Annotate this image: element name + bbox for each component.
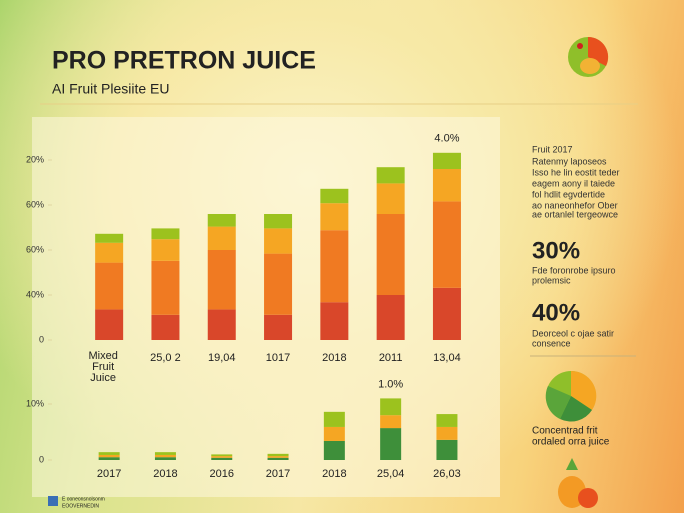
y-tick-label: 10% bbox=[26, 398, 44, 408]
bar-segment bbox=[151, 260, 180, 315]
bar-segment bbox=[380, 398, 402, 416]
bar-segment bbox=[323, 426, 345, 441]
bar-segment bbox=[207, 309, 236, 340]
pie-caption: Concentrad frit bbox=[532, 426, 598, 437]
fruit-icon bbox=[558, 458, 598, 508]
bar-segment bbox=[98, 457, 120, 460]
bar-segment bbox=[323, 411, 345, 427]
side-line: ae ortanlel tergeowce bbox=[532, 209, 618, 219]
bar-segment bbox=[95, 233, 124, 243]
bar-segment bbox=[264, 214, 293, 229]
bar-segment bbox=[323, 440, 345, 460]
bar-segment bbox=[154, 454, 176, 458]
bar-segment bbox=[432, 201, 461, 288]
bar-segment bbox=[380, 428, 402, 460]
bar-segment bbox=[151, 314, 180, 340]
x-tick-label: 25,04 bbox=[377, 468, 405, 480]
bar-segment bbox=[376, 183, 405, 214]
side-heading: Fruit 2017 bbox=[532, 144, 573, 154]
stat-text: consence bbox=[532, 338, 571, 348]
y-tick-label: 40% bbox=[26, 289, 44, 299]
stat-text: Fde foronrobe ipsuro bbox=[532, 265, 616, 275]
bar-segment bbox=[211, 457, 233, 460]
pie-icon bbox=[545, 370, 597, 422]
bar-segment bbox=[376, 295, 405, 340]
bar-segment bbox=[264, 314, 293, 340]
x-tick-label: 2011 bbox=[379, 352, 403, 364]
side-line: Ratenmy laposeos bbox=[532, 156, 607, 166]
bar-segment bbox=[320, 188, 349, 204]
annotation: 1.0% bbox=[378, 378, 403, 390]
x-tick-label: 26,03 bbox=[433, 468, 461, 480]
bar-segment bbox=[264, 228, 293, 254]
bar-segment bbox=[432, 287, 461, 340]
bar-segment bbox=[211, 456, 233, 458]
bar-segment bbox=[267, 456, 289, 458]
annotation: 4.0% bbox=[434, 133, 459, 145]
x-tick-label: 1017 bbox=[266, 352, 290, 364]
bar-segment bbox=[95, 262, 124, 310]
stat-text: Deorceol c ojae satir bbox=[532, 328, 614, 338]
x-tick-label: 2018 bbox=[322, 468, 346, 480]
bar-segment bbox=[207, 250, 236, 310]
bar-segment bbox=[267, 453, 289, 457]
bar-segment bbox=[432, 152, 461, 169]
bar-segment bbox=[267, 457, 289, 460]
x-tick-label: 13,04 bbox=[433, 352, 461, 364]
bar-segment bbox=[320, 230, 349, 303]
bar-segment bbox=[376, 214, 405, 295]
stat: 40% bbox=[532, 299, 580, 326]
side-line: ao naneonhefor Ober bbox=[532, 200, 618, 210]
bar-segment bbox=[320, 302, 349, 340]
side-line: Isso he lin eostit teder bbox=[532, 167, 620, 177]
bar-segment bbox=[211, 454, 233, 457]
y-tick-label: 0 bbox=[39, 454, 44, 464]
x-tick-label: 2018 bbox=[153, 468, 177, 480]
bar-segment bbox=[154, 452, 176, 455]
x-tick-label: Mixed Fruit Juice bbox=[88, 350, 117, 384]
x-tick-label: 2016 bbox=[210, 468, 234, 480]
stat-text: prolemsic bbox=[532, 275, 571, 285]
logo-text: E ooneonsnolsonm bbox=[62, 496, 105, 502]
bar-segment bbox=[432, 169, 461, 202]
bar-segment bbox=[95, 242, 124, 263]
y-tick-label: 0 bbox=[39, 334, 44, 344]
x-tick-label: 25,0 2 bbox=[150, 352, 181, 364]
bar-segment bbox=[98, 454, 120, 458]
y-tick-label: 60% bbox=[26, 199, 44, 209]
bar-segment bbox=[151, 239, 180, 261]
side-line: eagem aony il taiede bbox=[532, 178, 615, 188]
pie-caption: ordaled orra juice bbox=[532, 437, 610, 448]
subtitle: AI Fruit Plesiite EU bbox=[52, 81, 169, 97]
y-tick-label: 20% bbox=[26, 154, 44, 164]
side-line: fol hdlit egvdertide bbox=[532, 189, 605, 199]
bar-segment bbox=[207, 226, 236, 250]
logo-text: EOOVERNEDIN bbox=[62, 503, 99, 509]
bar-segment bbox=[436, 426, 458, 440]
bar-segment bbox=[98, 452, 120, 455]
bar-segment bbox=[151, 228, 180, 240]
bar-segment bbox=[320, 203, 349, 231]
stat: 30% bbox=[532, 237, 580, 264]
bar-segment bbox=[264, 253, 293, 315]
bar-segment bbox=[95, 309, 124, 340]
logo-pie bbox=[568, 36, 609, 77]
x-tick-label: 19,04 bbox=[208, 352, 236, 364]
bar-segment bbox=[436, 439, 458, 460]
x-tick-label: 2018 bbox=[322, 352, 346, 364]
bar-segment bbox=[380, 415, 402, 429]
bar-segment bbox=[436, 414, 458, 427]
x-tick-label: 2017 bbox=[97, 468, 121, 480]
bar-segment bbox=[154, 457, 176, 460]
title: PRO PRETRON JUICE bbox=[52, 47, 316, 75]
bar-segment bbox=[376, 167, 405, 184]
bar-segment bbox=[207, 214, 236, 227]
x-tick-label: 2017 bbox=[266, 468, 290, 480]
y-tick-label: 60% bbox=[26, 244, 44, 254]
logo-mark bbox=[48, 496, 58, 506]
